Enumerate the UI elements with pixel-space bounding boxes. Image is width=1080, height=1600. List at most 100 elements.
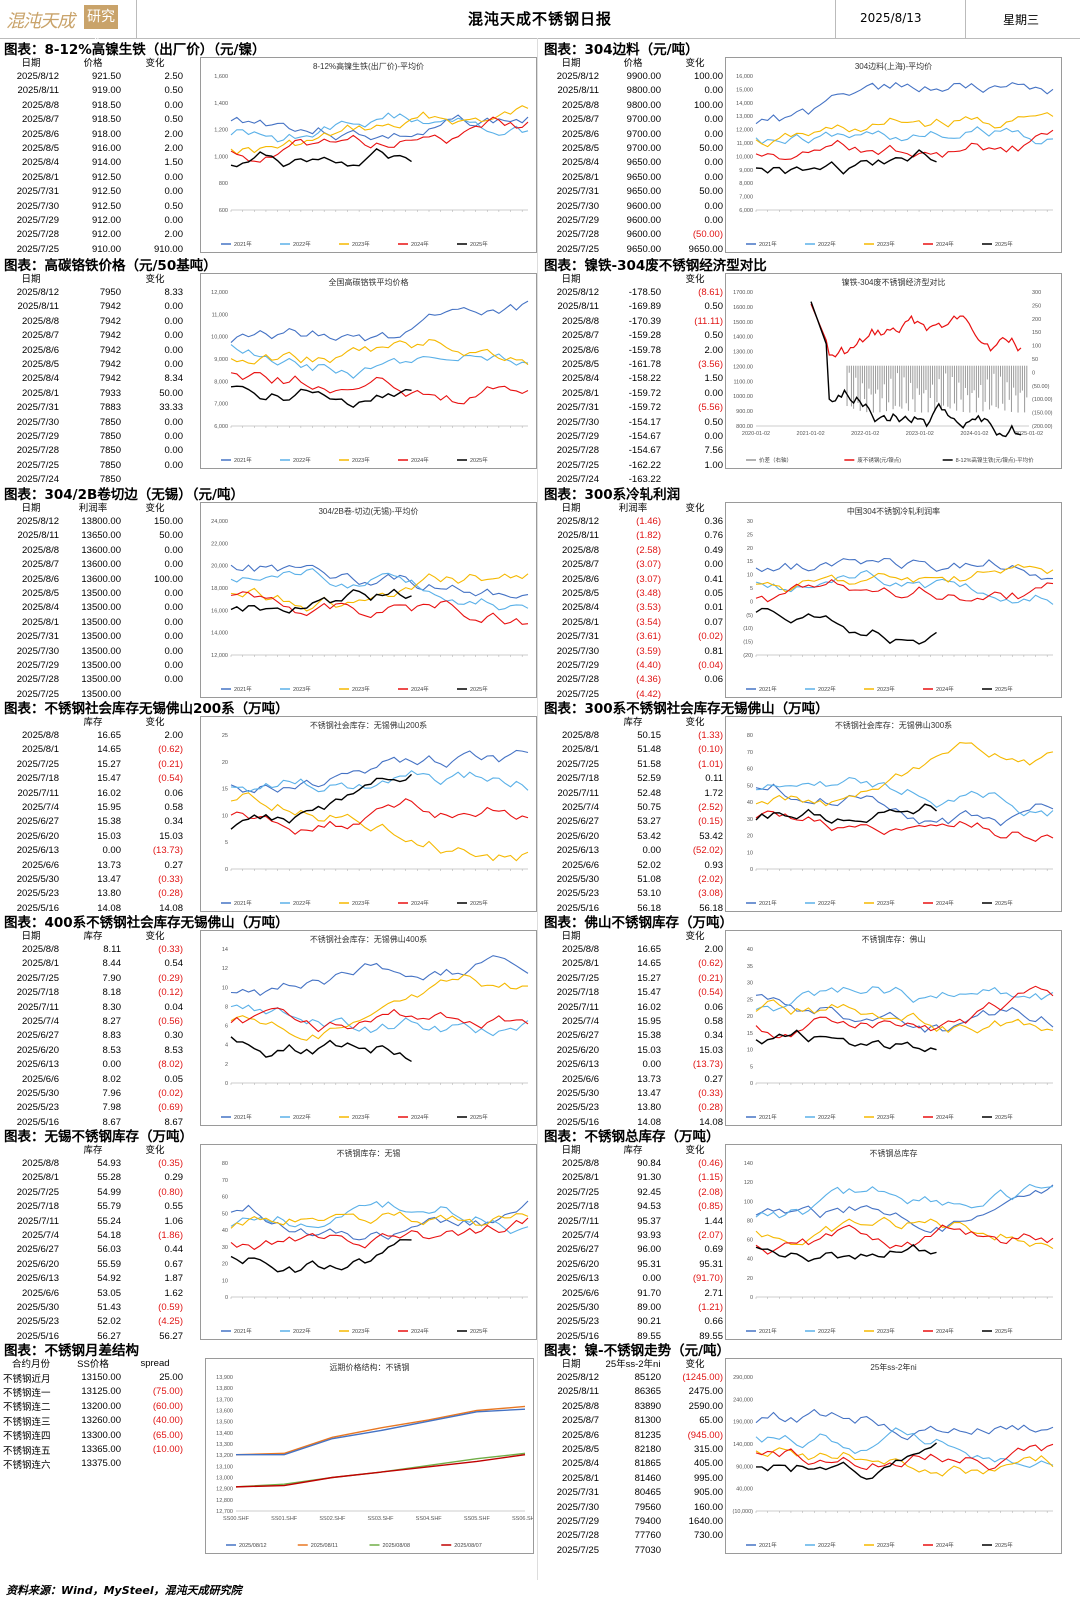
table-cell: 0.05 — [164, 1073, 184, 1085]
chart-svg: 不锈钢社会库存：无锡佛山300系 80 70 60 50 40 30 20 10 0 2021年 20… — [746, 720, 1054, 907]
table-cell: 2025/8/5 — [562, 359, 599, 371]
table-cell: 2025/8/11 — [557, 301, 599, 313]
table-cell: 50.00 — [699, 143, 723, 155]
series-line — [230, 588, 412, 614]
y-tick-label: 20 — [747, 1276, 753, 1282]
table-row: 2025/8/6 9700.00 0.00 — [540, 127, 726, 141]
table-row: 2025/6/27 56.03 0.44 — [0, 1243, 186, 1257]
chart-svg: 中国304不锈钢冷轧利润率 30 25 20 15 10 5 0 (5) (10) (15) (20)… — [743, 506, 1054, 693]
table-cell: 9600.00 — [626, 200, 661, 212]
panel-p3: 图表：高碳铬铁价格（元/50基吨） 日期 变化 2025/8/12 7950 8.33 20… — [0, 254, 537, 485]
table-cell: 2025/7/25 — [16, 758, 59, 770]
table-row: 2025/7/29 (4.40) (0.04) — [540, 658, 726, 672]
table-cell: 2025/6/13 — [556, 1273, 599, 1285]
table-row: 2025/8/5 82180 315.00 — [540, 1442, 726, 1456]
table-cell: (0.29) — [158, 972, 183, 984]
table-cell: 13300.00 — [81, 1429, 121, 1441]
table-cell: (3.07) — [636, 559, 661, 571]
y-tick-label: 1700.00 — [733, 290, 753, 296]
table-row: 2025/7/25 7850 0.00 — [0, 458, 186, 472]
series-line — [230, 116, 529, 163]
table-cell: 0.00 — [164, 588, 184, 600]
panel-p1: 图表：8-12%高镍生铁（出厂价）（元/镍） 日期 价格 变化 2025/8/12 921… — [0, 38, 537, 255]
table-cell: 50.00 — [159, 530, 183, 542]
table-cell: 2590.00 — [688, 1400, 723, 1412]
table-cell: 不锈钢连四 — [3, 1431, 51, 1443]
table-cell: 7.90 — [102, 972, 122, 984]
panel-p6: 图表：300系冷轧利润 日期 利润率 变化 2025/8/12 (1.46) 0.36 202… — [540, 483, 1077, 700]
table-cell: 2025/7/31 — [16, 402, 59, 414]
series-line — [230, 114, 529, 141]
table-row: 2025/7/25 13500.00 — [0, 687, 186, 701]
table-cell: 90.84 — [637, 1158, 661, 1170]
chart-svg: 不锈钢社会库存：无锡佛山200系 25 20 15 10 5 0 2021年 2022年 2023… — [221, 720, 529, 907]
table-cell: 7850 — [99, 459, 121, 471]
table-row: 2025/8/11 -169.89 0.50 — [540, 300, 726, 314]
series-line — [755, 557, 1054, 580]
table-cell: 0.44 — [164, 1244, 184, 1256]
y-tick-label: 900.00 — [736, 409, 753, 415]
y-tick-label: 40 — [747, 947, 753, 953]
table-cell: (5.56) — [698, 402, 723, 414]
table-row: 2025/8/6 918.00 2.00 — [0, 127, 186, 141]
report-header: 混沌天成 研究院 混沌天成不锈钢日报 2025/8/13 星期三 — [0, 0, 1080, 49]
table-cell: 2025/6/6 — [22, 1287, 59, 1299]
table-cell: 15.38 — [97, 816, 121, 828]
table-row: 2025/6/13 0.00 (13.73) — [0, 844, 186, 858]
table-cell: 2025/8/6 — [22, 573, 59, 585]
table-row: 2025/8/7 918.50 0.50 — [0, 113, 186, 127]
column-header: SS价格 — [77, 1359, 109, 1371]
series-line — [755, 1029, 937, 1053]
table-cell: 2025/7/30 — [556, 200, 599, 212]
panel-p12: 图表：不锈钢总库存（万吨） 日期 库存 变化 2025/8/8 90.84 (0.46) 20… — [540, 1125, 1077, 1342]
panel-title: 图表：300系不锈钢社会库存无锡佛山（万吨） — [544, 701, 829, 717]
table-row: 2025/7/31 7883 33.33 — [0, 401, 186, 415]
chart-title: 8-12%高镍生铁(出厂价)-平均价 — [313, 61, 424, 71]
table-cell: 0.93 — [704, 859, 724, 871]
y-tick-label: 8 — [225, 1004, 228, 1010]
column-header: 库存 — [83, 931, 103, 943]
table-cell: 2025/6/20 — [16, 1044, 59, 1056]
table-cell: 2025/7/30 — [16, 200, 59, 212]
series-line — [230, 105, 529, 155]
table-row: 2025/8/11 86365 2475.00 — [540, 1385, 726, 1399]
table-cell: 2025/8/5 — [22, 359, 59, 371]
table-cell: 2025/7/4 — [562, 802, 599, 814]
table-cell: (3.59) — [636, 645, 661, 657]
table-cell: 160.00 — [693, 1501, 723, 1513]
table-cell: 2025/7/30 — [16, 416, 59, 428]
legend-label: 2024年 — [936, 1327, 954, 1335]
y-tick-label: 1100.00 — [734, 379, 753, 385]
table-cell: 150.00 — [153, 516, 183, 528]
series-line — [755, 81, 1054, 125]
series-line — [230, 1211, 529, 1229]
table-row: 2025/7/28 -154.67 7.56 — [540, 444, 726, 458]
table-row: 2025/7/28 77760 730.00 — [540, 1529, 726, 1543]
table-cell: 100.00 — [153, 573, 183, 585]
table-cell: (0.12) — [158, 987, 183, 999]
table-cell: 2025/7/18 — [16, 1201, 59, 1213]
table-cell: 2025/7/25 — [556, 1544, 599, 1556]
table-cell: 905.00 — [693, 1487, 723, 1499]
table-row: 2025/5/30 7.96 (0.02) — [0, 1086, 186, 1100]
x-tick-label: SS04.SHF — [416, 1516, 443, 1522]
x-tick-label: SS06.SHF — [512, 1516, 533, 1522]
table-cell: 2025/7/25 — [556, 972, 599, 984]
legend-label: 价差（右轴） — [759, 456, 792, 464]
table-cell: 2.00 — [164, 730, 184, 742]
table-cell: 16.02 — [97, 787, 121, 799]
table-cell: 56.03 — [97, 1244, 121, 1256]
legend-label: 2022年 — [293, 456, 311, 464]
table-cell: 2025/8/8 — [562, 730, 599, 742]
table-cell: 2025/7/4 — [562, 1230, 599, 1242]
table-cell: -158.22 — [628, 373, 661, 385]
table-cell: 2025/7/29 — [556, 430, 599, 442]
table-cell: 13.47 — [637, 1087, 661, 1099]
table-cell: 13375.00 — [81, 1458, 121, 1470]
table-cell: -159.72 — [628, 387, 661, 399]
table-row: 2025/8/8 16.65 2.00 — [0, 728, 186, 742]
table-row: 2025/7/4 50.75 (2.52) — [540, 800, 726, 814]
legend-label: 2021年 — [234, 899, 252, 907]
y-tick-label: 9,000 — [214, 357, 228, 363]
table-row: 2025/8/11 9800.00 0.00 — [540, 84, 726, 98]
